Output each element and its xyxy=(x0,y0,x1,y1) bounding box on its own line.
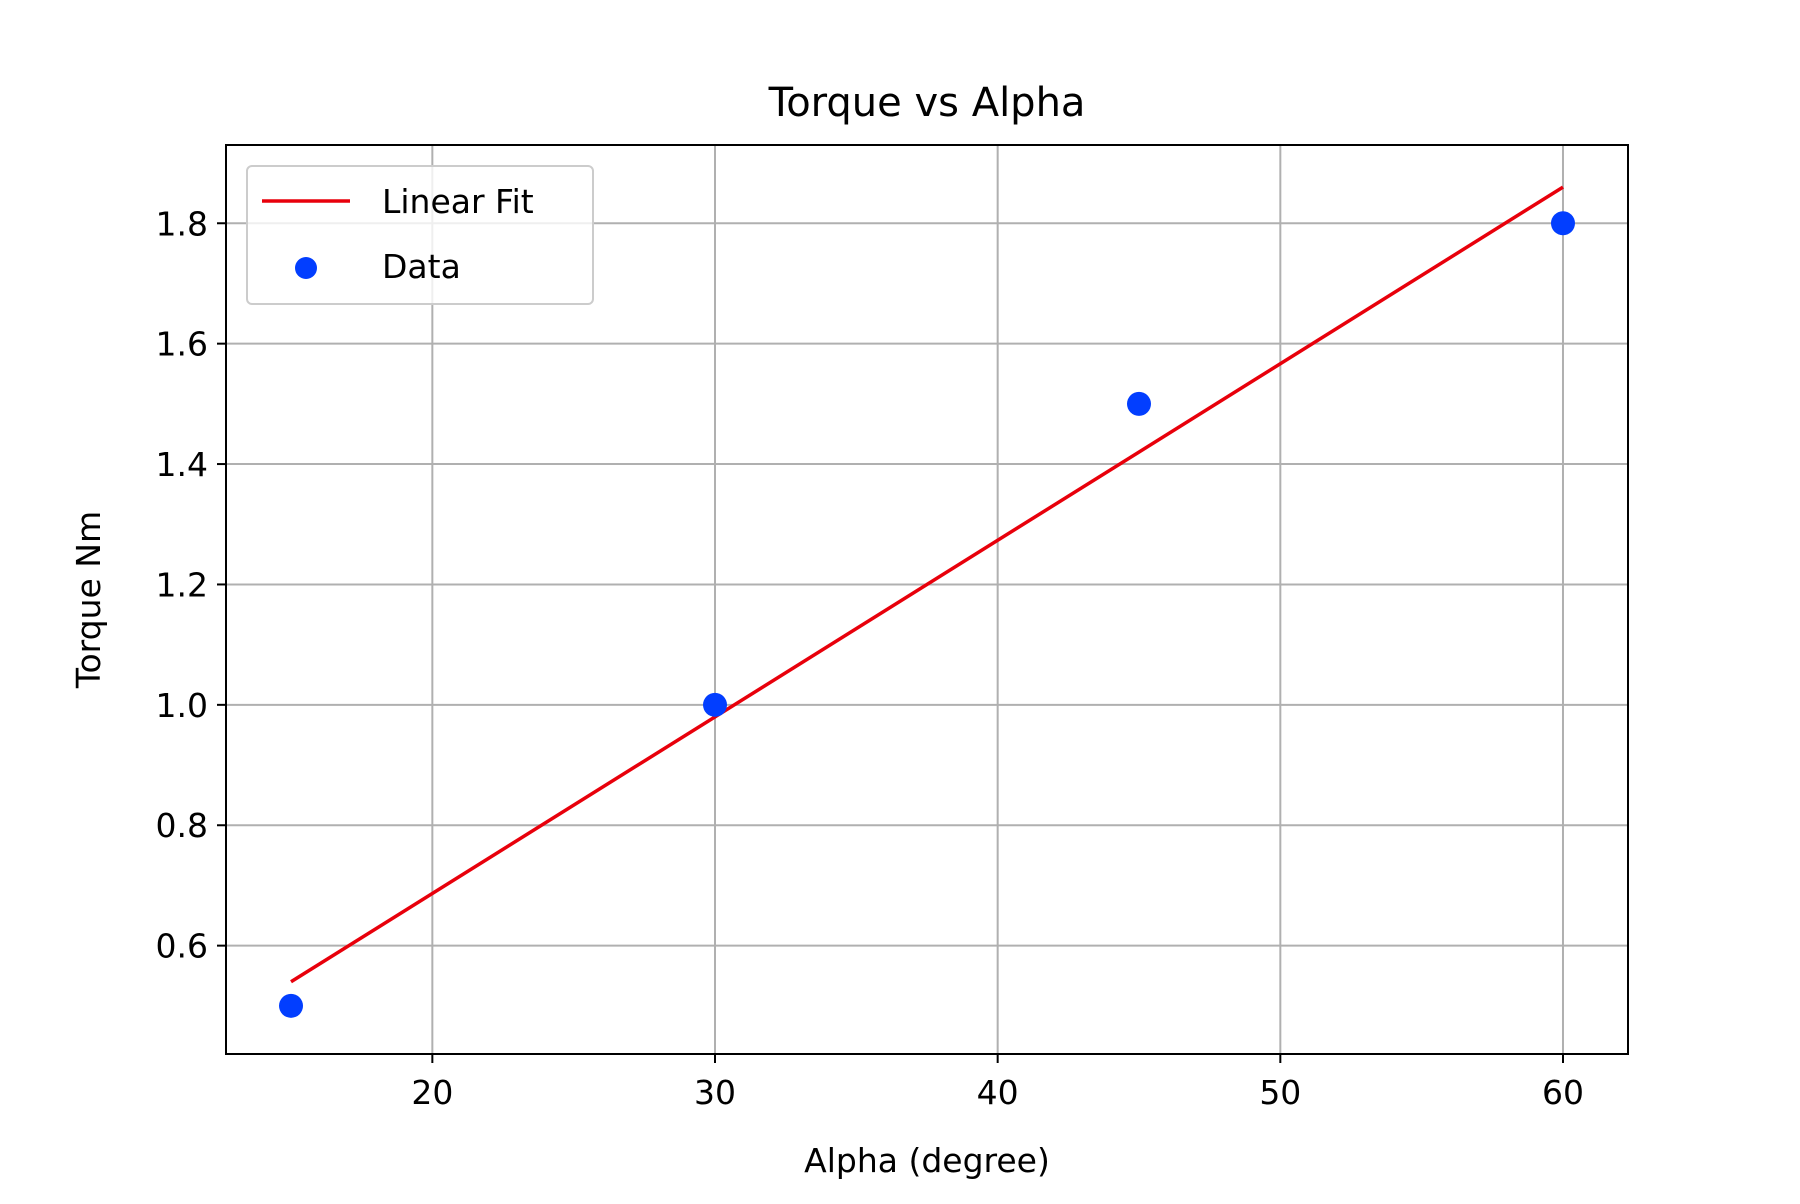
points-layer xyxy=(279,211,1575,1018)
grid-layer xyxy=(226,145,1628,1054)
y-tick-label: 1.8 xyxy=(156,204,208,243)
plot-frame xyxy=(225,144,1629,1055)
y-tick-label: 0.6 xyxy=(156,927,208,966)
linear-fit-line xyxy=(290,185,1564,984)
x-tick-label: 30 xyxy=(694,1073,736,1112)
y-tick-label: 0.8 xyxy=(156,806,208,845)
x-tick-label: 20 xyxy=(411,1073,453,1112)
data-point xyxy=(1550,211,1575,236)
legend-label-fit: Linear Fit xyxy=(382,182,534,221)
y-tick-label: 1.2 xyxy=(156,565,208,604)
y-axis-label: Torque Nm xyxy=(69,511,108,689)
x-axis-label: Alpha (degree) xyxy=(804,1141,1050,1180)
y-tick-label: 1.6 xyxy=(156,325,208,364)
x-tick-label: 50 xyxy=(1259,1073,1301,1112)
data-point xyxy=(279,993,304,1018)
data-point xyxy=(1126,391,1151,416)
y-tick-label: 1.0 xyxy=(156,686,208,725)
x-tick-label: 40 xyxy=(977,1073,1019,1112)
legend-label-data: Data xyxy=(382,247,461,286)
x-tick-label: 60 xyxy=(1542,1073,1584,1112)
data-point xyxy=(703,692,728,717)
y-tick-label: 1.4 xyxy=(156,445,208,484)
legend-marker-swatch xyxy=(295,257,317,279)
tick-layer: 20 30 40 50 60 0.6 0.8 1.0 1.2 1.4 1.6 1.8 xyxy=(156,204,1584,1112)
legend: Linear Fit Data xyxy=(246,165,594,305)
chart-title: Torque vs Alpha xyxy=(768,80,1086,126)
fit-layer xyxy=(290,185,1564,984)
